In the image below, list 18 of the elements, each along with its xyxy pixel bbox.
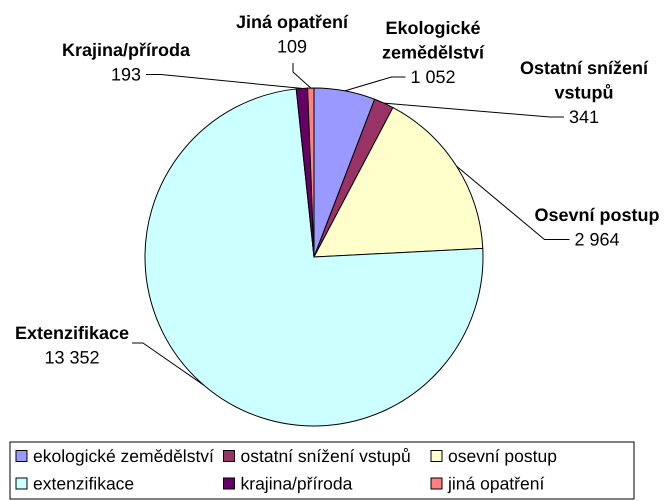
text: Krajina/příroda xyxy=(62,40,192,60)
legend-label: extenzifikace xyxy=(33,474,134,494)
text: Ekologické zemědělství xyxy=(382,18,486,62)
legend-label: ekologické zemědělství xyxy=(33,446,214,466)
data-label: 2 964 xyxy=(574,230,620,250)
text: Ostatní snížení vstupů xyxy=(520,58,650,102)
data-label: 341 xyxy=(568,107,600,127)
data-label: 193 xyxy=(110,64,142,84)
data-label: 13 352 xyxy=(44,348,100,368)
text: Osevní postup xyxy=(534,205,660,225)
data-label: 109 xyxy=(276,36,308,56)
legend-label: krajina/příroda xyxy=(240,474,353,494)
text: Extenzifikace xyxy=(14,323,130,343)
text: Jiná opatření xyxy=(236,12,350,32)
legend-label: ostatní snížení vstupů xyxy=(240,446,411,466)
legend-label: osevní postup xyxy=(448,446,557,466)
data-label: 1 052 xyxy=(410,67,456,87)
legend-label: jiná opatření xyxy=(447,474,544,494)
